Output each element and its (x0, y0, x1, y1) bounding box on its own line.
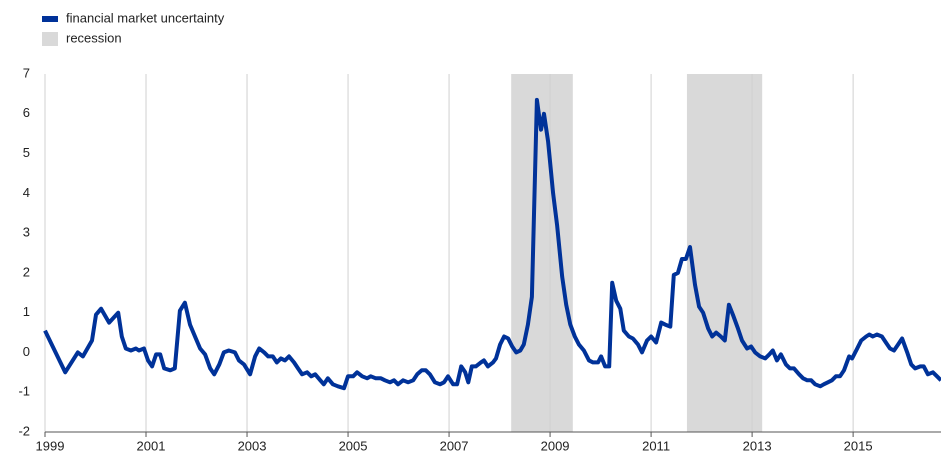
y-tick-label: 4 (23, 185, 30, 200)
legend-swatch (42, 16, 58, 22)
y-tick-label: 1 (23, 304, 30, 319)
series-line (43, 97, 941, 391)
x-tick-label: 2015 (844, 438, 873, 453)
y-tick-label: -1 (18, 384, 30, 399)
y-tick-label: -2 (18, 423, 30, 438)
x-tick-label: 1999 (36, 438, 65, 453)
x-tick-label: 2009 (541, 438, 570, 453)
legend-label: financial market uncertainty (66, 10, 225, 25)
y-tick-label: 5 (23, 145, 30, 160)
recession-band (686, 74, 763, 432)
recession-band (511, 74, 573, 432)
x-tick-label: 2011 (642, 438, 670, 453)
x-tick-label: 2005 (339, 438, 368, 453)
legend-swatch (42, 32, 58, 46)
x-tick-label: 2007 (440, 438, 469, 453)
x-tick-label: 2001 (137, 438, 166, 453)
y-tick-label: 3 (23, 225, 30, 240)
x-tick-label: 2003 (238, 438, 267, 453)
x-tick-label: 2013 (743, 438, 772, 453)
y-tick-label: 0 (23, 344, 30, 359)
legend-label: recession (66, 30, 122, 45)
y-tick-label: 6 (23, 105, 30, 120)
y-tick-label: 7 (23, 65, 30, 80)
y-tick-label: 2 (23, 264, 30, 279)
